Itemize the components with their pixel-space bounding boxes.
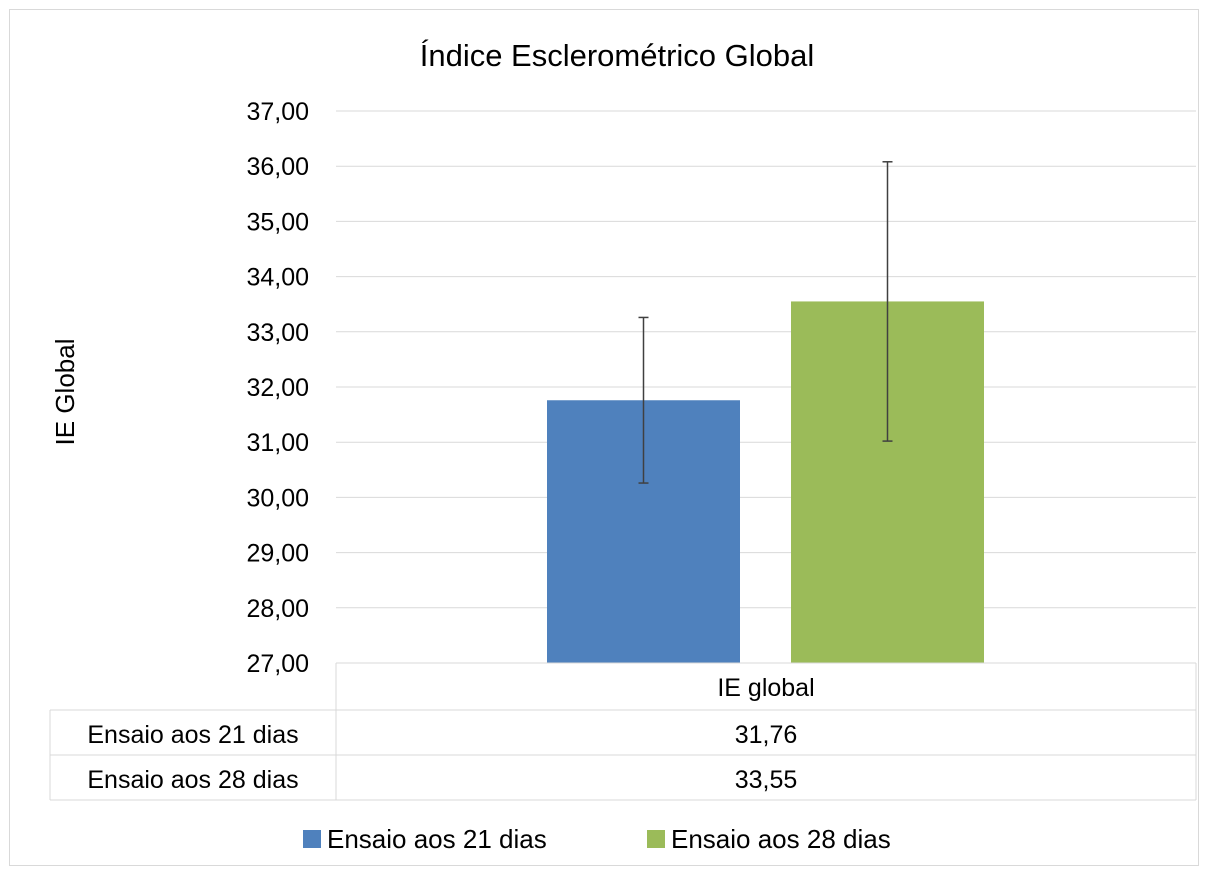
chart-title: Índice Esclerométrico Global bbox=[420, 38, 815, 73]
gridlines bbox=[336, 110, 1196, 664]
bars bbox=[547, 301, 984, 663]
y-tick-label: 29,00 bbox=[246, 540, 309, 568]
y-tick-label: 36,00 bbox=[246, 153, 309, 181]
y-tick-label: 31,00 bbox=[246, 429, 309, 457]
y-tick-label: 35,00 bbox=[246, 208, 309, 236]
y-tick-label: 33,00 bbox=[246, 319, 309, 347]
legend-label: Ensaio aos 21 dias bbox=[327, 824, 547, 854]
chart-frame bbox=[9, 9, 1199, 866]
table-series-name: Ensaio aos 21 dias bbox=[87, 721, 298, 749]
y-tick-labels: 27,00 28,00 29,00 30,00 31,00 32,00 33,00 34,00… bbox=[246, 98, 309, 678]
data-table: IE global Ensaio aos 21 dias 31,76 Ensaio a… bbox=[49, 662, 1197, 801]
legend-label: Ensaio aos 28 dias bbox=[671, 824, 891, 854]
y-tick-label: 28,00 bbox=[246, 595, 309, 623]
legend-swatch bbox=[303, 830, 321, 848]
y-tick-label: 27,00 bbox=[246, 650, 309, 678]
y-tick-label: 37,00 bbox=[246, 98, 309, 126]
y-axis-label: IE Global bbox=[50, 339, 80, 446]
table-header-category: IE global bbox=[717, 674, 814, 702]
legend-swatch bbox=[647, 830, 665, 848]
legend: Ensaio aos 21 dias Ensaio aos 28 dias bbox=[303, 824, 891, 854]
y-tick-label: 34,00 bbox=[246, 264, 309, 292]
table-series-name: Ensaio aos 28 dias bbox=[87, 766, 298, 794]
y-tick-label: 30,00 bbox=[246, 484, 309, 512]
error-bars bbox=[638, 161, 893, 484]
table-value: 31,76 bbox=[735, 721, 798, 749]
table-value: 33,55 bbox=[735, 766, 798, 794]
y-tick-label: 32,00 bbox=[246, 374, 309, 402]
